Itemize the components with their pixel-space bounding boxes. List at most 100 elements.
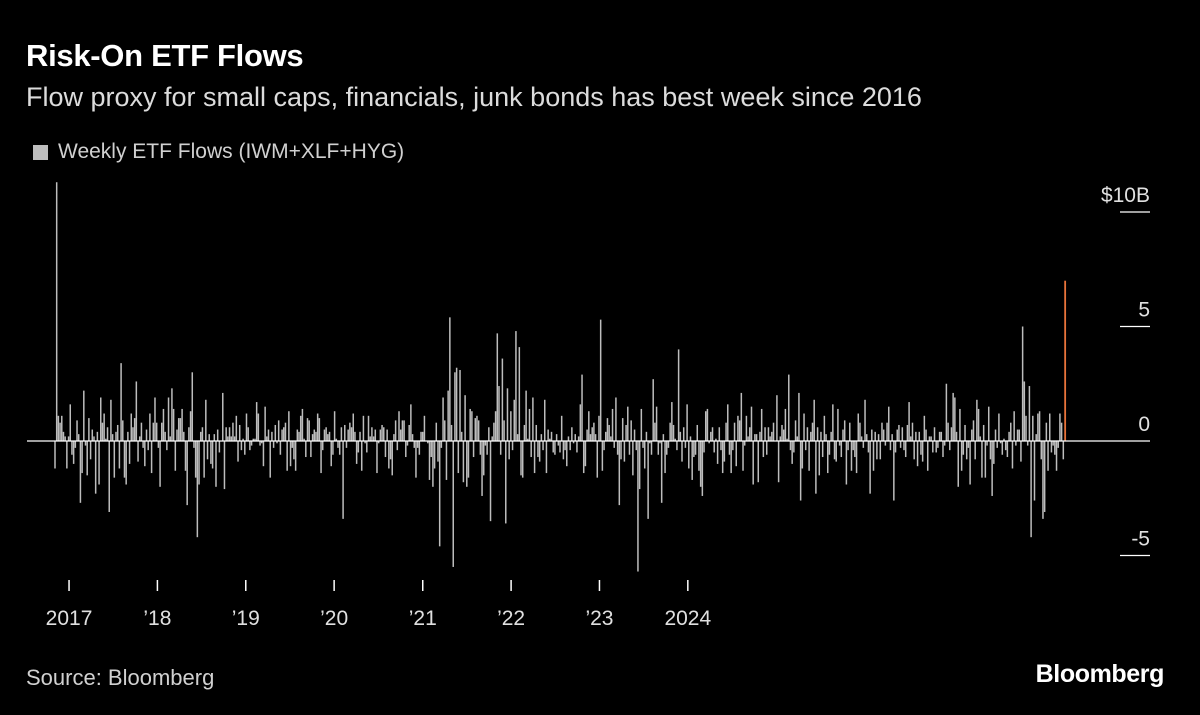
bar <box>110 399 112 441</box>
bar <box>89 441 92 460</box>
bar <box>901 427 904 441</box>
bar <box>264 406 266 441</box>
bar <box>957 441 959 487</box>
bar <box>938 431 941 441</box>
bar <box>960 441 963 471</box>
bar <box>228 427 231 441</box>
bar <box>550 431 553 441</box>
bar <box>977 408 980 441</box>
bar <box>945 383 948 441</box>
bar <box>582 441 585 474</box>
bar <box>589 434 592 441</box>
bar <box>618 441 621 506</box>
bar <box>86 441 88 476</box>
bar <box>813 399 815 441</box>
bar <box>616 441 619 455</box>
bar <box>211 441 214 469</box>
bar <box>198 441 200 485</box>
bar <box>669 422 671 441</box>
bar <box>950 427 953 441</box>
bar <box>371 427 373 441</box>
x-tick-label: ’21 <box>409 607 437 630</box>
bar <box>694 441 697 455</box>
bar <box>606 418 609 441</box>
bar <box>64 436 66 441</box>
bar <box>350 427 353 441</box>
bar <box>511 441 514 451</box>
bar <box>167 397 170 441</box>
bar <box>442 397 444 441</box>
bar <box>1013 411 1015 441</box>
bar <box>410 404 412 441</box>
legend-swatch <box>33 144 48 160</box>
bar <box>399 429 402 441</box>
bar <box>842 429 844 441</box>
bar <box>867 441 870 453</box>
bars-group <box>54 182 1067 572</box>
bar <box>310 441 312 458</box>
bar <box>613 441 615 448</box>
bar <box>637 441 639 572</box>
bar <box>342 441 344 519</box>
bar <box>181 408 183 441</box>
bar <box>798 392 800 441</box>
bar <box>579 404 582 441</box>
bar <box>640 408 643 441</box>
bar <box>67 436 70 441</box>
bar <box>177 418 180 441</box>
bar <box>1060 422 1063 441</box>
bar <box>435 422 438 441</box>
bar <box>122 420 124 441</box>
bar <box>305 441 307 458</box>
bar <box>657 441 660 455</box>
bar <box>238 424 241 441</box>
bar <box>971 429 973 441</box>
bar <box>257 413 260 441</box>
bar <box>871 429 873 441</box>
bar <box>586 429 588 441</box>
bar <box>1037 413 1039 441</box>
bar <box>591 427 593 441</box>
bar <box>686 404 688 441</box>
bar <box>1052 441 1054 446</box>
bar <box>372 436 375 441</box>
chart-title: Risk-On ETF Flows <box>26 38 304 73</box>
bar <box>162 408 165 441</box>
bar <box>525 390 527 441</box>
bar <box>942 441 944 458</box>
bar <box>482 441 485 476</box>
bar <box>203 441 205 478</box>
bar <box>147 441 149 451</box>
bar <box>433 441 436 469</box>
bar <box>100 397 102 441</box>
bar <box>869 441 871 494</box>
bar <box>808 441 810 471</box>
bar <box>596 441 599 478</box>
bar <box>452 441 454 567</box>
bar <box>711 427 714 441</box>
bar <box>1016 429 1019 441</box>
bar <box>598 415 600 441</box>
bar <box>728 441 731 455</box>
bar <box>149 413 151 441</box>
bar <box>740 392 743 441</box>
source-note: Source: Bloomberg <box>26 665 215 690</box>
bar <box>894 441 897 453</box>
bar <box>66 441 68 469</box>
bar <box>1038 411 1041 441</box>
bar <box>1023 381 1026 441</box>
bar <box>116 424 119 441</box>
bar <box>206 441 209 460</box>
bar <box>693 441 695 458</box>
bar <box>155 422 158 441</box>
y-tick-label: $10B <box>1101 184 1150 207</box>
bar <box>57 415 60 441</box>
bar <box>928 436 931 441</box>
bar <box>786 438 788 441</box>
bar <box>484 441 487 446</box>
x-tick-label: 2024 <box>664 607 711 630</box>
bar <box>355 441 358 464</box>
legend: Weekly ETF Flows (IWM+XLF+HYG) <box>33 140 404 164</box>
bar <box>688 441 690 469</box>
x-tick-label: ’20 <box>320 607 348 630</box>
